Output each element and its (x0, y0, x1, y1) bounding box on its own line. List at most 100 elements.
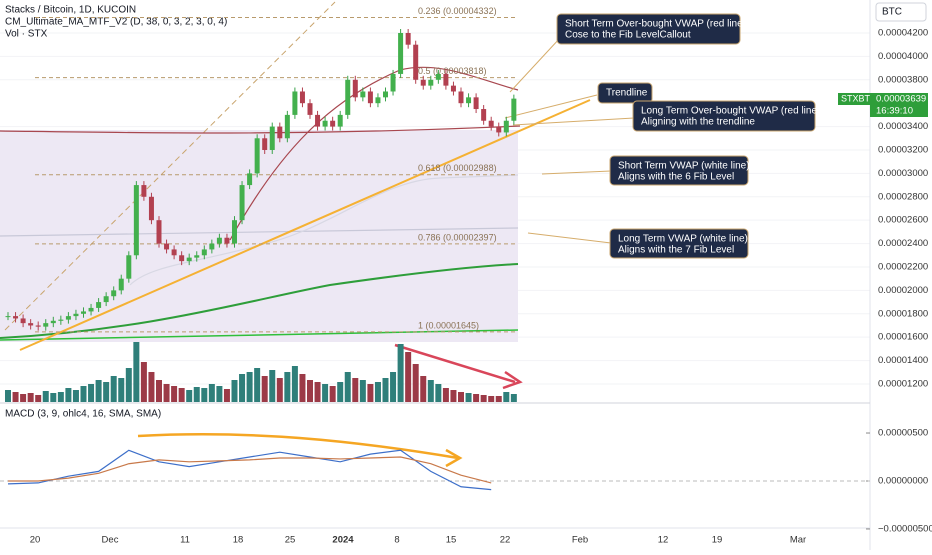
fib-label: 0.786 (0.00002397) (418, 232, 497, 242)
candle (73, 313, 79, 317)
candle (473, 97, 479, 110)
candle (50, 320, 56, 324)
callout-text: Aligns with the 6 Fib Level (618, 172, 734, 183)
candle (262, 138, 268, 150)
candle (481, 109, 487, 121)
y-tick-label: 0.00001400 (878, 355, 928, 366)
y-tick-label: 0.00002600 (878, 215, 928, 226)
volume-bar (88, 384, 95, 402)
candle (103, 296, 109, 303)
candle (126, 255, 132, 279)
volume-bar (420, 376, 427, 402)
volume-bar (12, 392, 19, 402)
fib-label: 1 (0.00001645) (418, 320, 479, 330)
candle (383, 91, 388, 98)
candle (503, 120, 509, 133)
candle (292, 91, 298, 115)
candle (428, 79, 434, 86)
volume-bar (374, 382, 381, 402)
candle (337, 114, 343, 127)
x-tick-label: 22 (500, 535, 511, 546)
volume-bar (163, 384, 170, 402)
candle (420, 79, 426, 86)
candle (375, 97, 381, 104)
volume-bar (231, 380, 238, 402)
candle (488, 120, 494, 127)
volume-bar (186, 390, 193, 402)
short-white-vwap (129, 174, 519, 286)
y-tick-label: 0.00002000 (878, 285, 928, 296)
callout-text: Short Term Over-bought VWAP (red line) (565, 19, 746, 30)
volume-bar (427, 380, 434, 402)
y-tick-label: 0.00003000 (878, 168, 928, 179)
candle (450, 85, 456, 92)
x-tick-label: Mar (790, 535, 806, 546)
volume-bar (510, 394, 517, 402)
volume-bar (329, 386, 336, 402)
volume-bar (72, 390, 79, 402)
volume-bar (397, 344, 404, 402)
volume-bar (473, 394, 480, 402)
volume-bar (412, 364, 419, 402)
macd-title: MACD (3, 9, ohlc4, 16, SMA, SMA) (5, 409, 161, 420)
volume-bar (382, 378, 389, 402)
candle (496, 126, 502, 133)
volume-bar (156, 380, 162, 402)
volume-bar (390, 372, 397, 402)
volume-bar (5, 390, 11, 402)
currency-button[interactable] (875, 2, 927, 22)
volume-bar (118, 378, 125, 402)
candle (186, 257, 192, 262)
callout-box (609, 228, 749, 259)
candle (88, 307, 94, 312)
callout-text: Long Term VWAP (white line) (618, 234, 748, 245)
fib-label: 0.618 (0.00002988) (418, 163, 497, 173)
currency: BTC (882, 7, 902, 18)
trendline (19, 99, 591, 351)
volume-bar (27, 393, 34, 402)
candle (299, 91, 305, 104)
candle (201, 249, 207, 256)
volume-bar (148, 372, 155, 402)
candle (194, 255, 200, 258)
candle (345, 79, 351, 115)
callout-text: Short Term VWAP (white line) (618, 161, 750, 172)
volume-bar (57, 392, 64, 402)
volume-bar (125, 368, 132, 402)
volume-bar (269, 370, 276, 402)
candle (435, 73, 441, 80)
candle (458, 91, 464, 104)
volume-bar (239, 374, 246, 402)
volume-title: Vol · STX (5, 29, 48, 40)
callout-box (632, 100, 816, 132)
candle (13, 316, 19, 319)
volume-bar (261, 376, 268, 402)
fib-label: 0.236 (0.00004332) (418, 6, 497, 16)
candle (118, 278, 124, 291)
candle (171, 249, 177, 256)
x-tick-label: Feb (572, 535, 588, 546)
volume-bar (80, 386, 87, 402)
volume-bar (50, 393, 57, 402)
macd-tick-label: 0.00000500 (878, 428, 928, 439)
volume-bar (193, 387, 200, 402)
callout-text: Aligning with the trendline (641, 117, 755, 128)
candle (224, 237, 230, 244)
volume-bar (442, 388, 449, 402)
volume-bar (133, 342, 140, 402)
volume-bar (20, 394, 27, 402)
candle (65, 316, 71, 320)
candle (58, 319, 64, 321)
candle (20, 318, 26, 324)
tag-price: 0.00003639 (876, 94, 926, 105)
volume-bar (322, 384, 329, 402)
candle (390, 73, 396, 92)
candle (5, 316, 11, 318)
volume-bar (450, 390, 457, 402)
price-tag (870, 93, 928, 117)
volume-bar (276, 378, 283, 402)
candle (216, 237, 222, 244)
callout-connectors (504, 37, 635, 244)
candle (43, 323, 49, 327)
